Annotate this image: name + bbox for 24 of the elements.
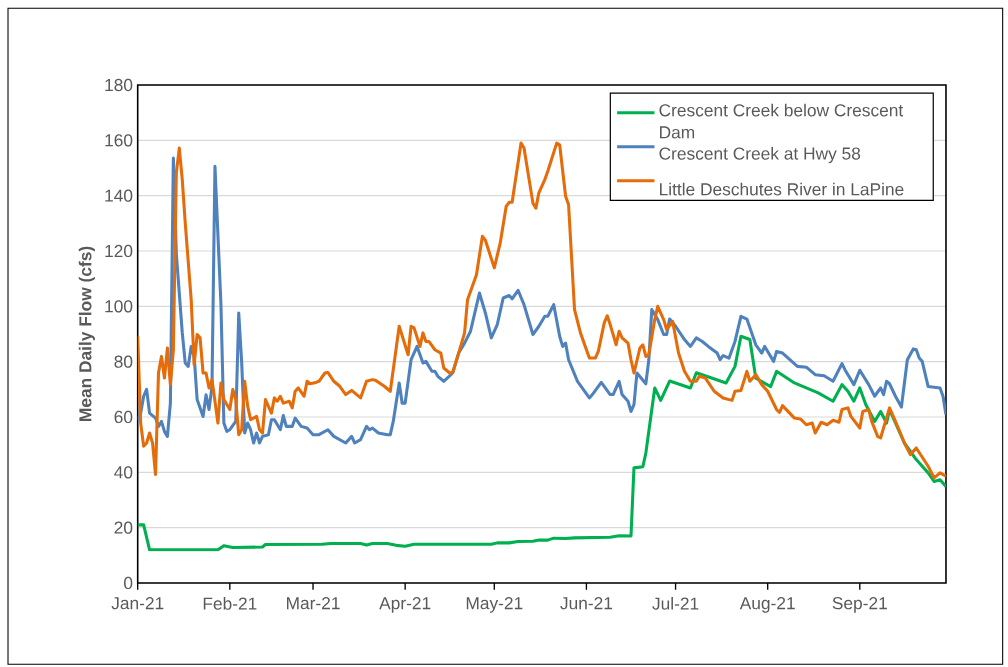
y-tick-label: 140 bbox=[105, 189, 133, 202]
y-tick-label: 60 bbox=[114, 410, 133, 424]
legend-label: Crescent Creek at Hwy 58 bbox=[659, 146, 861, 164]
legend-label: Little Deschutes River in LaPine bbox=[660, 182, 904, 196]
y-tick-label: 0 bbox=[124, 576, 133, 590]
y-tick-label: 160 bbox=[105, 134, 133, 147]
y-tick-label: 180 bbox=[105, 78, 133, 92]
x-tick-label: Sep-21 bbox=[832, 597, 887, 613]
x-tick-label: Jan-21 bbox=[111, 597, 164, 610]
y-tick-label: 120 bbox=[105, 244, 133, 258]
y-tick-label: 80 bbox=[114, 355, 133, 368]
y-tick-label: 40 bbox=[114, 466, 133, 479]
y-tick-label: 100 bbox=[105, 300, 133, 313]
legend-label: Crescent Creek below Crescent Dam bbox=[659, 103, 904, 139]
x-tick-label: Feb-21 bbox=[203, 597, 257, 610]
line-series bbox=[137, 334, 946, 552]
y-axis-title: Mean Daily Flow (cfs) bbox=[78, 246, 95, 421]
x-tick-label: Jun-21 bbox=[560, 597, 613, 610]
x-tick-label: Jul-21 bbox=[652, 597, 699, 610]
x-tick-label: Aug-21 bbox=[739, 597, 795, 613]
x-tick-label: May-21 bbox=[466, 597, 523, 613]
x-tick-label: Mar-21 bbox=[286, 597, 340, 610]
y-tick-label: 20 bbox=[114, 521, 133, 534]
x-tick-label: Apr-21 bbox=[379, 597, 431, 613]
